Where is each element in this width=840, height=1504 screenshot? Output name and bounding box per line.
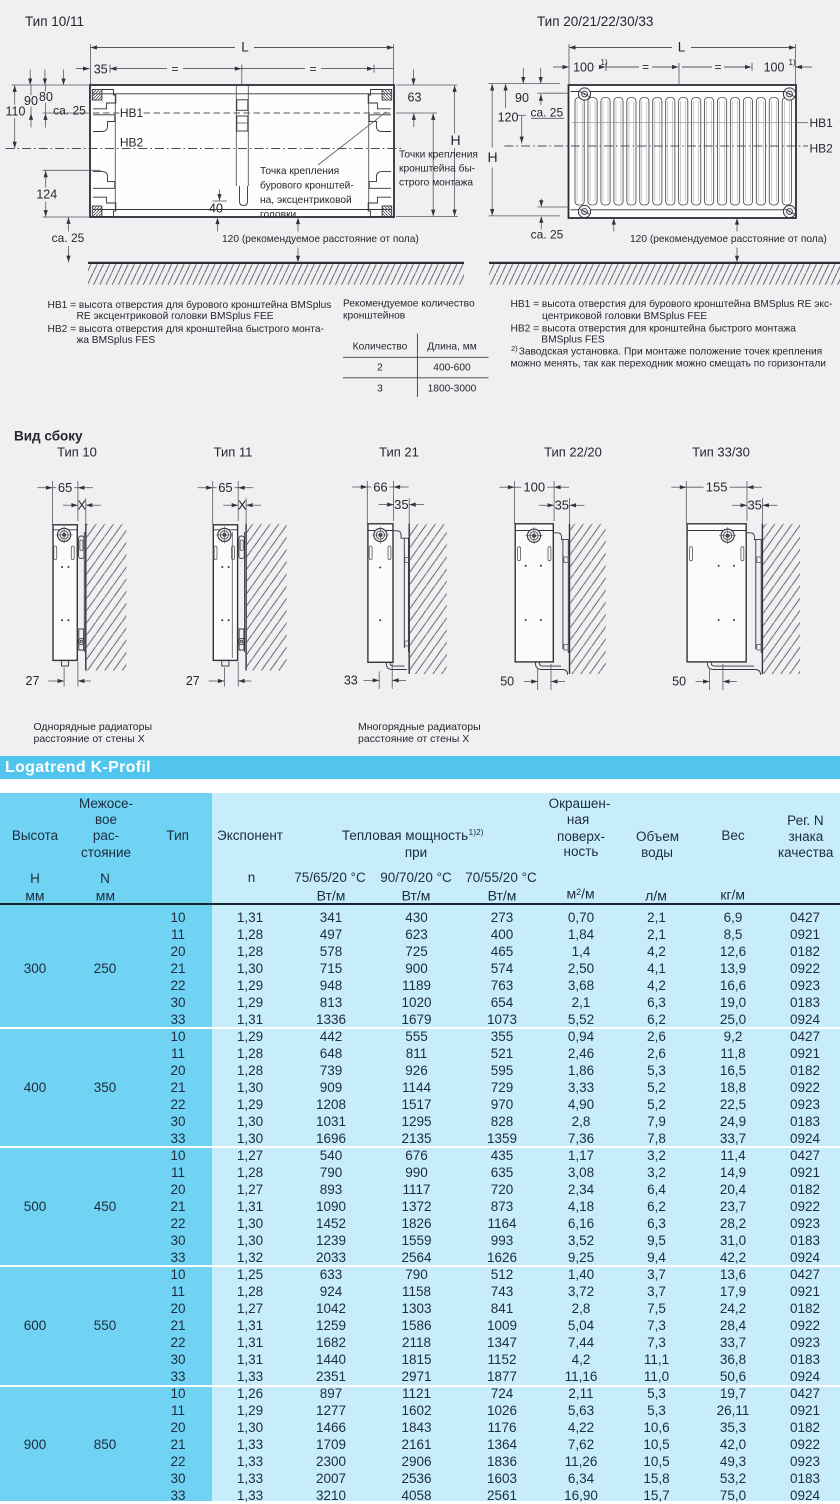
svg-text:=: =	[309, 62, 316, 76]
svg-text:HB2 = высота отверстия для кро: HB2 = высота отверстия для кронштейна бы…	[48, 323, 324, 335]
svg-text:120 (рекомендуемое расстояние: 120 (рекомендуемое расстояние от пола)	[630, 234, 827, 245]
svg-text:жа BMSplus FES: жа BMSplus FES	[77, 335, 156, 346]
svg-text:=: =	[642, 60, 649, 74]
svg-text:35: 35	[94, 63, 108, 77]
svg-text:Тип 10/11: Тип 10/11	[25, 14, 84, 29]
svg-text:=: =	[714, 60, 721, 74]
svg-text:Тип 21: Тип 21	[379, 445, 419, 460]
svg-text:головки: головки	[260, 209, 296, 220]
svg-text:бурового кронштей-: бурового кронштей-	[260, 180, 354, 192]
svg-text:1): 1)	[789, 58, 796, 67]
svg-text:H: H	[487, 149, 497, 165]
svg-text:35: 35	[555, 498, 569, 513]
svg-text:Вид сбоку: Вид сбоку	[14, 429, 83, 444]
svg-text:3: 3	[377, 384, 383, 395]
svg-text:ca. 25: ca. 25	[53, 103, 86, 117]
svg-text:HB1: HB1	[810, 116, 834, 130]
svg-text:Количество: Количество	[353, 342, 408, 353]
svg-text:33: 33	[344, 674, 358, 688]
svg-text:кронштейна бы-: кронштейна бы-	[399, 163, 475, 175]
svg-text:40: 40	[209, 202, 223, 216]
svg-text:155: 155	[706, 480, 728, 495]
svg-text:HB1: HB1	[120, 106, 144, 120]
svg-text:100: 100	[573, 61, 594, 75]
svg-text:124: 124	[36, 188, 57, 202]
svg-text:Тип 20/21/22/30/33: Тип 20/21/22/30/33	[537, 14, 653, 29]
svg-text:центриковой головки BMSplus FE: центриковой головки BMSplus FEE	[542, 311, 707, 322]
svg-text:120: 120	[498, 111, 519, 125]
svg-text:Точки крепления: Точки крепления	[399, 150, 478, 161]
svg-text:400-600: 400-600	[433, 363, 471, 374]
svg-text:110: 110	[6, 105, 26, 119]
svg-text:Заводская установка. При монта: Заводская установка. При монтаже положен…	[519, 347, 823, 358]
svg-text:можно менять, так как переходн: можно менять, так как переходник можно с…	[511, 358, 826, 369]
svg-text:X: X	[238, 498, 247, 513]
svg-text:ca. 25: ca. 25	[530, 106, 563, 120]
svg-text:120 (рекомендуемое расстояние: 120 (рекомендуемое расстояние от пола)	[222, 234, 419, 245]
svg-text:Тип 11: Тип 11	[214, 445, 253, 460]
svg-text:1): 1)	[601, 58, 608, 67]
svg-text:27: 27	[26, 674, 40, 688]
svg-text:=: =	[171, 62, 178, 76]
svg-text:100: 100	[764, 61, 785, 75]
svg-text:HB2 = высота отверстия для кро: HB2 = высота отверстия для кронштейна бы…	[511, 323, 797, 335]
svg-text:HB1 = высота отверстия для бур: HB1 = высота отверстия для бурового крон…	[511, 298, 833, 310]
svg-text:2): 2)	[511, 344, 518, 353]
svg-text:35: 35	[747, 498, 761, 513]
svg-text:50: 50	[500, 675, 514, 689]
svg-text:Длина, мм: Длина, мм	[427, 342, 477, 353]
svg-text:80: 80	[39, 90, 53, 104]
svg-text:65: 65	[218, 480, 232, 495]
svg-text:H: H	[450, 132, 460, 148]
svg-text:расстояние от стены X: расстояние от стены X	[358, 733, 469, 745]
svg-text:90: 90	[24, 94, 38, 108]
svg-text:Многорядные радиаторы: Многорядные радиаторы	[358, 721, 481, 733]
svg-text:RE эксцентриковой головки BMSp: RE эксцентриковой головки BMSplus FEE	[77, 311, 274, 322]
svg-text:строго монтажа: строго монтажа	[399, 178, 473, 189]
svg-text:Тип 10: Тип 10	[57, 445, 97, 460]
svg-text:Тип 33/30: Тип 33/30	[692, 445, 750, 460]
svg-text:90: 90	[515, 91, 529, 105]
svg-text:Рекомендуемое количество: Рекомендуемое количество	[343, 299, 475, 310]
svg-text:100: 100	[523, 480, 545, 495]
svg-text:27: 27	[186, 674, 200, 688]
svg-text:HB2: HB2	[120, 136, 144, 150]
svg-text:35: 35	[394, 497, 408, 512]
svg-text:2: 2	[377, 363, 383, 374]
svg-text:Тип 22/20: Тип 22/20	[544, 445, 602, 460]
svg-text:расстояние от стены X: расстояние от стены X	[34, 733, 145, 745]
svg-text:кронштейнов: кронштейнов	[343, 311, 405, 322]
svg-text:HB1 = высота отверстия для бур: HB1 = высота отверстия для бурового крон…	[48, 299, 332, 311]
svg-text:X: X	[78, 498, 87, 513]
svg-text:ca. 25: ca. 25	[531, 227, 564, 241]
svg-text:1800-3000: 1800-3000	[428, 384, 477, 395]
svg-text:HB2: HB2	[810, 142, 834, 156]
svg-text:66: 66	[373, 479, 387, 494]
svg-text:L: L	[241, 40, 249, 55]
svg-text:50: 50	[672, 675, 686, 689]
svg-text:Однорядные радиаторы: Однорядные радиаторы	[34, 721, 153, 733]
svg-text:BMSplus FES: BMSplus FES	[541, 335, 605, 346]
svg-text:ca. 25: ca. 25	[52, 231, 85, 245]
svg-text:на, эксцентриковой: на, эксцентриковой	[260, 195, 352, 206]
svg-text:L: L	[678, 40, 686, 55]
svg-text:65: 65	[58, 480, 72, 495]
svg-text:63: 63	[408, 91, 422, 105]
svg-text:Точка крепления: Точка крепления	[260, 166, 339, 177]
